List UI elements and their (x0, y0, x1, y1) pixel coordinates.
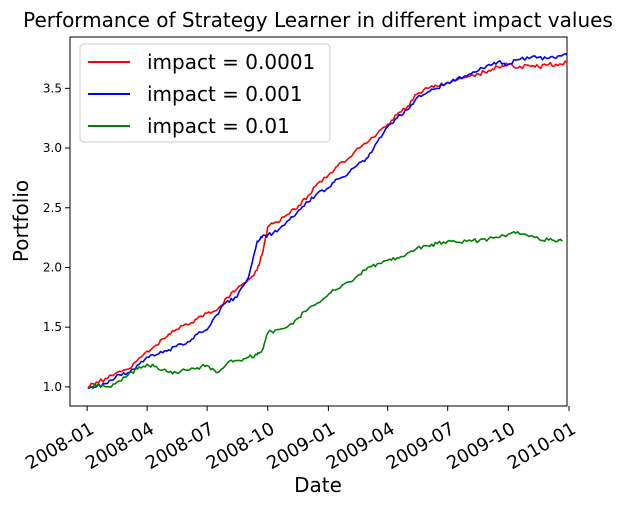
y-tick-label: 3.5 (43, 81, 62, 95)
y-tick-label: 1.5 (43, 320, 62, 334)
y-tick-label: 3.0 (43, 141, 62, 155)
y-tick-label: 2.5 (43, 201, 62, 215)
x-axis-label: Date (294, 473, 342, 497)
plot-frame (69, 36, 568, 407)
y-tick-label: 1.0 (43, 380, 62, 394)
plot-area (69, 36, 568, 407)
y-axis-label: Portfolio (9, 180, 33, 262)
legend-label-2: impact = 0.001 (147, 82, 303, 106)
y-axis-ticks: 1.0 1.5 2.0 2.5 3.0 3.5 (43, 81, 70, 394)
legend-label-1: impact = 0.0001 (147, 50, 315, 74)
series-layer (87, 52, 568, 390)
legend-label-3: impact = 0.01 (147, 114, 290, 138)
series-line-3 (87, 230, 563, 390)
series-line-2 (87, 52, 568, 389)
legend-frame (79, 43, 331, 143)
legend: impact = 0.0001 impact = 0.001 impact = 0.… (79, 43, 331, 143)
y-tick-label: 2.0 (43, 260, 62, 274)
series-line-1 (87, 60, 568, 388)
chart-title: Performance of Strategy Learner in diffe… (23, 8, 613, 32)
